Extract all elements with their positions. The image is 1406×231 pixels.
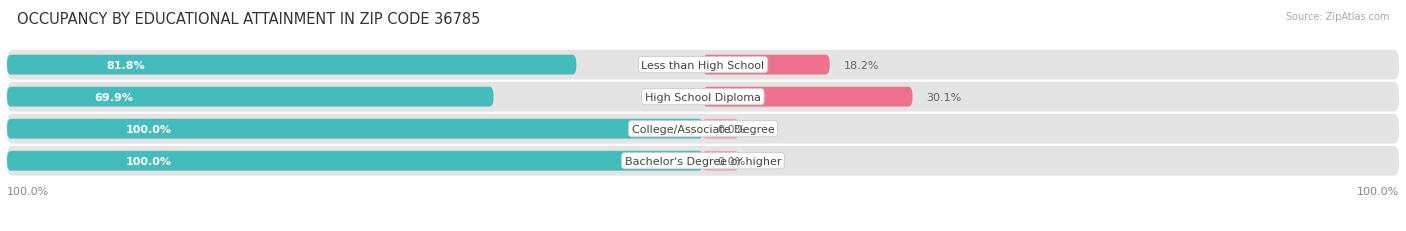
Text: OCCUPANCY BY EDUCATIONAL ATTAINMENT IN ZIP CODE 36785: OCCUPANCY BY EDUCATIONAL ATTAINMENT IN Z… [17, 12, 481, 27]
Text: 0.0%: 0.0% [717, 156, 745, 166]
Text: Source: ZipAtlas.com: Source: ZipAtlas.com [1285, 12, 1389, 21]
FancyBboxPatch shape [7, 82, 1399, 112]
FancyBboxPatch shape [7, 119, 703, 139]
Text: 81.8%: 81.8% [107, 60, 145, 70]
Text: 100.0%: 100.0% [1357, 186, 1399, 196]
Text: Bachelor's Degree or higher: Bachelor's Degree or higher [624, 156, 782, 166]
Text: 100.0%: 100.0% [7, 186, 49, 196]
FancyBboxPatch shape [7, 151, 703, 171]
FancyBboxPatch shape [703, 151, 738, 171]
Text: 69.9%: 69.9% [94, 92, 134, 102]
FancyBboxPatch shape [703, 119, 738, 139]
Text: Less than High School: Less than High School [641, 60, 765, 70]
FancyBboxPatch shape [703, 55, 830, 75]
Text: 18.2%: 18.2% [844, 60, 879, 70]
FancyBboxPatch shape [7, 55, 576, 75]
Text: 0.0%: 0.0% [717, 124, 745, 134]
FancyBboxPatch shape [7, 51, 1399, 80]
Text: 30.1%: 30.1% [927, 92, 962, 102]
FancyBboxPatch shape [7, 146, 1399, 176]
FancyBboxPatch shape [703, 87, 912, 107]
FancyBboxPatch shape [7, 87, 494, 107]
Text: High School Diploma: High School Diploma [645, 92, 761, 102]
FancyBboxPatch shape [7, 114, 1399, 144]
Text: 100.0%: 100.0% [125, 124, 172, 134]
Text: 100.0%: 100.0% [125, 156, 172, 166]
Text: College/Associate Degree: College/Associate Degree [631, 124, 775, 134]
